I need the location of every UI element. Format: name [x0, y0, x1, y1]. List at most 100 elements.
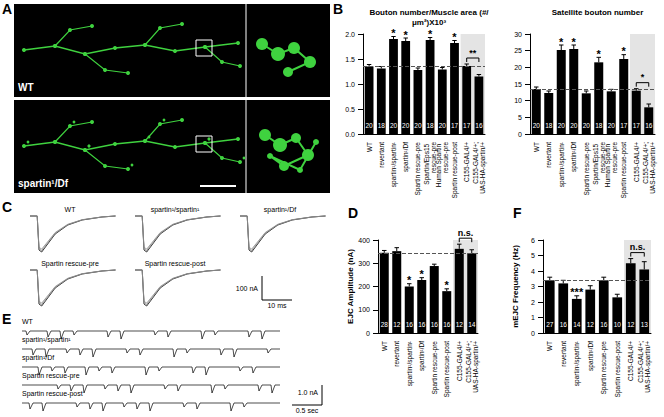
svg-text:*: *	[428, 28, 433, 40]
svg-text:100 nA: 100 nA	[236, 285, 259, 292]
svg-text:*: *	[420, 268, 425, 280]
svg-text:14: 14	[573, 321, 581, 328]
svg-text:20: 20	[439, 122, 447, 129]
svg-text:E: E	[2, 311, 11, 327]
svg-text:spartin¹/Df: spartin¹/Df	[18, 178, 69, 189]
svg-text:Spartin rescue-post: Spartin rescue-post	[22, 390, 83, 398]
svg-text:WT: WT	[18, 82, 34, 93]
svg-text:*: *	[559, 36, 564, 48]
svg-text:UAS-HA-spartin/+: UAS-HA-spartin/+	[649, 142, 657, 194]
svg-text:UAS-HA-spartin/+: UAS-HA-spartin/+	[644, 341, 652, 393]
svg-text:*: *	[452, 31, 457, 43]
svg-text:mEJC Frequency (Hz): mEJC Frequency (Hz)	[511, 245, 520, 328]
svg-text:*: *	[597, 48, 602, 60]
svg-text:20: 20	[414, 122, 422, 129]
svg-text:*: *	[407, 274, 412, 286]
svg-text:100: 100	[358, 306, 370, 313]
svg-text:WT: WT	[546, 341, 553, 351]
svg-text:C155-GAL4/+;: C155-GAL4/+;	[642, 142, 649, 184]
svg-text:18: 18	[426, 122, 434, 129]
svg-text:400: 400	[358, 237, 370, 244]
svg-text:17: 17	[451, 122, 459, 129]
svg-text:1.0: 1.0	[345, 81, 355, 88]
svg-text:20: 20	[365, 122, 373, 129]
svg-text:*: *	[572, 36, 577, 48]
svg-text:spartin¹/Df: spartin¹/Df	[264, 206, 296, 214]
svg-text:WT: WT	[533, 142, 540, 152]
svg-text:20: 20	[390, 122, 398, 129]
svg-text:27: 27	[546, 321, 554, 328]
svg-text:spartin¹/Df: spartin¹/Df	[587, 341, 595, 371]
svg-text:WT: WT	[22, 318, 34, 325]
svg-text:Spartin rescue-post: Spartin rescue-post	[451, 142, 459, 199]
svg-text:Satellite bouton number: Satellite bouton number	[552, 8, 644, 17]
svg-text:C155-GAL4/+: C155-GAL4/+	[456, 341, 463, 381]
svg-text:Spartin rescue-pre: Spartin rescue-pre	[22, 372, 80, 380]
svg-text:0: 0	[366, 330, 370, 337]
svg-text:12: 12	[627, 321, 635, 328]
svg-text:C: C	[2, 199, 12, 215]
svg-text:0: 0	[531, 330, 535, 337]
svg-text:300: 300	[358, 260, 370, 267]
svg-text:16: 16	[645, 122, 653, 129]
svg-text:16: 16	[560, 321, 568, 328]
svg-text:spartin¹/spartin¹: spartin¹/spartin¹	[22, 336, 71, 344]
svg-text:Spartin rescue-post: Spartin rescue-post	[443, 341, 451, 398]
svg-text:2: 2	[531, 299, 535, 306]
svg-text:0.0: 0.0	[345, 131, 355, 138]
svg-text:2.0: 2.0	[345, 31, 355, 38]
svg-text:n.s.: n.s.	[458, 228, 474, 238]
svg-text:revertant: revertant	[545, 142, 552, 168]
svg-text:Spartin rescue-post: Spartin rescue-post	[614, 341, 622, 398]
svg-text:13: 13	[641, 321, 649, 328]
svg-text:rescue-pre: rescue-pre	[611, 142, 619, 173]
svg-text:UAS-HA-spartin/+: UAS-HA-spartin/+	[479, 142, 487, 194]
svg-text:revertant: revertant	[378, 142, 385, 168]
svg-text:spartin¹/Df: spartin¹/Df	[402, 142, 410, 172]
svg-text:*: *	[445, 279, 450, 291]
svg-text:20: 20	[608, 122, 616, 129]
svg-text:Spartin rescue-post: Spartin rescue-post	[620, 142, 628, 199]
svg-text:UAS-HA-spartin/+: UAS-HA-spartin/+	[472, 341, 480, 393]
svg-text:16: 16	[600, 321, 608, 328]
svg-text:12: 12	[393, 321, 401, 328]
svg-text:15: 15	[514, 81, 522, 88]
svg-text:C155-GAL4/+;: C155-GAL4/+;	[465, 341, 472, 383]
svg-text:Spartin rescue-pre: Spartin rescue-pre	[431, 341, 439, 395]
svg-text:*: *	[404, 29, 409, 41]
svg-text:D: D	[348, 205, 358, 221]
svg-text:Bouton number/Muscle area (#/: Bouton number/Muscle area (#/	[369, 8, 489, 17]
svg-text:5: 5	[531, 252, 535, 259]
svg-text:10: 10	[514, 97, 522, 104]
svg-text:spartin¹/Df: spartin¹/Df	[22, 354, 54, 362]
svg-text:spartin¹/spartin¹: spartin¹/spartin¹	[406, 340, 414, 386]
svg-text:30: 30	[514, 31, 522, 38]
svg-text:1: 1	[531, 314, 535, 321]
svg-text:10: 10	[614, 321, 622, 328]
svg-text:spartin¹/spartin¹: spartin¹/spartin¹	[390, 141, 398, 187]
svg-text:C155-GAL4/+: C155-GAL4/+	[627, 341, 634, 381]
svg-text:18: 18	[545, 122, 553, 129]
svg-text:spartin¹/spartin¹: spartin¹/spartin¹	[573, 340, 581, 386]
svg-text:rescue-pre: rescue-pre	[442, 142, 450, 173]
svg-text:16: 16	[431, 321, 439, 328]
svg-text:spartin¹/Df: spartin¹/Df	[570, 142, 578, 172]
svg-text:16: 16	[475, 122, 483, 129]
svg-text:spartin¹/Df: spartin¹/Df	[418, 341, 426, 371]
svg-text:20: 20	[583, 122, 591, 129]
svg-text:Spartin rescue-pre: Spartin rescue-pre	[414, 142, 422, 196]
svg-text:0.5: 0.5	[345, 106, 355, 113]
svg-text:6: 6	[531, 237, 535, 244]
svg-text:WT: WT	[381, 341, 388, 351]
svg-text:16: 16	[418, 321, 426, 328]
svg-text:F: F	[513, 205, 522, 221]
svg-text:10 ms: 10 ms	[267, 302, 287, 309]
svg-text:1.5: 1.5	[345, 56, 355, 63]
svg-text:spartin¹/spartin¹: spartin¹/spartin¹	[558, 141, 566, 187]
svg-text:20: 20	[402, 122, 410, 129]
svg-text:17: 17	[620, 122, 628, 129]
svg-text:200: 200	[358, 283, 370, 290]
svg-text:0: 0	[518, 131, 522, 138]
svg-text:C155-GAL4/+: C155-GAL4/+	[633, 142, 640, 182]
svg-text:*: *	[641, 72, 645, 82]
